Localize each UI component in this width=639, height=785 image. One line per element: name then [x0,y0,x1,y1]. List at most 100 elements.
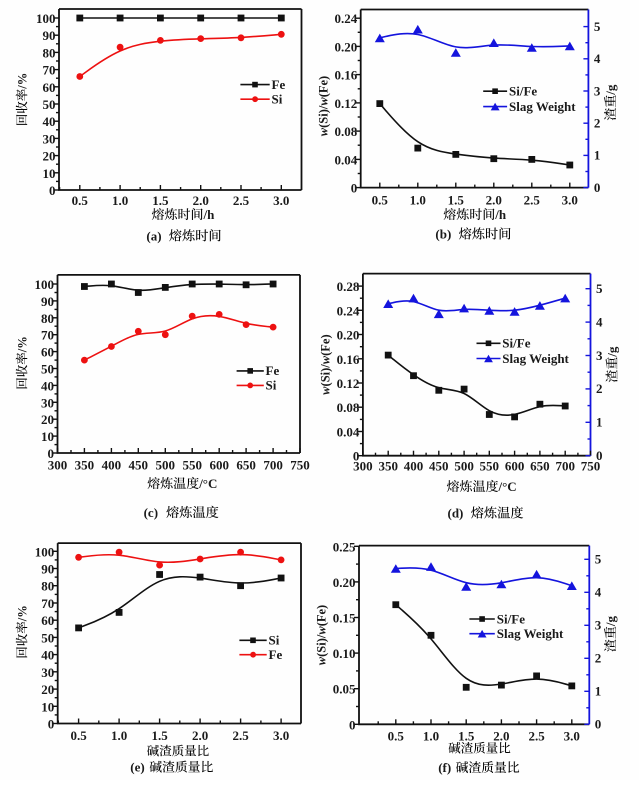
svg-text:1.0: 1.0 [111,728,127,743]
svg-text:500: 500 [454,459,474,474]
svg-text:100: 100 [35,277,55,292]
svg-text:2.5: 2.5 [233,193,250,208]
svg-text:4: 4 [596,314,603,329]
svg-text:2: 2 [594,116,601,131]
svg-text:0.20: 0.20 [337,328,360,343]
svg-text:70: 70 [41,328,54,343]
svg-text:Slag Weight: Slag Weight [502,351,569,366]
svg-text:60: 60 [41,613,54,628]
svg-text:1.0: 1.0 [423,729,439,744]
svg-text:350: 350 [378,459,398,474]
svg-text:3: 3 [596,348,603,363]
svg-text:3: 3 [594,83,601,98]
svg-text:w(Si)/w(Fe): w(Si)/w(Fe) [317,76,331,136]
svg-text:Si/Fe: Si/Fe [509,84,537,99]
svg-text:80: 80 [41,311,54,326]
svg-text:2.5: 2.5 [528,729,545,744]
svg-text:450: 450 [129,458,149,473]
svg-text:0.12: 0.12 [337,376,360,391]
svg-text:1: 1 [595,684,602,699]
svg-text:3.0: 3.0 [562,192,578,207]
svg-text:0.16: 0.16 [334,68,357,83]
svg-text:90: 90 [41,562,54,577]
svg-text:0.24: 0.24 [337,303,360,318]
svg-text:Si: Si [272,92,283,107]
svg-text:0.04: 0.04 [337,425,360,440]
svg-text:500: 500 [156,458,176,473]
svg-text:5: 5 [596,281,603,296]
svg-text:0.25: 0.25 [333,539,356,554]
svg-text:(c): (c) [144,505,158,520]
svg-text:0.05: 0.05 [333,682,356,697]
svg-text:/h: /h [494,207,507,222]
svg-text:20: 20 [41,412,54,427]
svg-text:0.12: 0.12 [334,96,357,111]
svg-text:Si: Si [269,633,280,648]
svg-text:0: 0 [353,449,360,464]
svg-text:0: 0 [594,180,601,195]
svg-text:0.08: 0.08 [334,124,357,139]
svg-text:/%: /% [15,336,29,353]
svg-text:0: 0 [351,181,358,196]
svg-text:10: 10 [43,166,56,181]
svg-text:400: 400 [404,459,424,474]
svg-text:Si/Fe: Si/Fe [502,336,530,351]
svg-text:Slag Weight: Slag Weight [497,626,564,641]
svg-text:20: 20 [43,149,56,164]
svg-text:(e): (e) [130,760,144,775]
svg-text:/°C: /°C [198,476,217,491]
svg-text:Si/Fe: Si/Fe [497,611,525,626]
svg-text:/%: /% [15,73,29,90]
svg-text:/g: /g [605,346,620,358]
svg-text:30: 30 [41,395,54,410]
svg-text:70: 70 [43,63,56,78]
svg-text:(b): (b) [435,227,451,242]
svg-text:4: 4 [595,585,602,600]
svg-text:10: 10 [41,429,54,444]
svg-text:0: 0 [48,446,55,461]
svg-text:Fe: Fe [266,363,280,378]
svg-text:300: 300 [353,459,373,474]
svg-text:Slag Weight: Slag Weight [509,99,576,114]
svg-text:30: 30 [41,665,54,680]
svg-text:10: 10 [41,699,54,714]
svg-text:550: 550 [480,459,500,474]
svg-text:40: 40 [43,114,56,129]
svg-text:2.0: 2.0 [493,729,509,744]
svg-text:Fe: Fe [272,77,286,92]
svg-text:0.24: 0.24 [334,11,357,26]
svg-text:Fe: Fe [269,647,283,662]
svg-text:3.0: 3.0 [564,729,580,744]
svg-text:350: 350 [75,458,95,473]
svg-text:60: 60 [41,345,54,360]
svg-text:60: 60 [43,80,56,95]
svg-text:0: 0 [48,717,55,732]
svg-text:/g: /g [603,615,618,627]
svg-text:/°C: /°C [498,479,517,494]
svg-text:600: 600 [209,458,229,473]
svg-text:30: 30 [43,131,56,146]
svg-text:1.5: 1.5 [458,729,475,744]
svg-text:750: 750 [290,458,310,473]
svg-text:0.08: 0.08 [337,400,360,415]
svg-text:550: 550 [182,458,202,473]
svg-text:Si: Si [266,378,277,393]
svg-text:0.28: 0.28 [337,279,360,294]
svg-text:0.10: 0.10 [333,646,356,661]
svg-text:1.5: 1.5 [152,193,169,208]
svg-text:2.0: 2.0 [486,192,502,207]
svg-text:650: 650 [530,459,550,474]
svg-text:750: 750 [581,459,601,474]
svg-text:3: 3 [595,618,602,633]
svg-text:(a): (a) [146,228,161,243]
svg-text:2.5: 2.5 [232,728,249,743]
svg-text:40: 40 [41,378,54,393]
svg-text:2: 2 [596,381,603,396]
svg-text:650: 650 [236,458,256,473]
svg-text:0.20: 0.20 [334,39,357,54]
svg-text:/%: /% [15,605,29,622]
svg-text:90: 90 [43,28,56,43]
svg-text:0: 0 [49,183,56,198]
svg-text:400: 400 [102,458,122,473]
svg-text:20: 20 [41,682,54,697]
